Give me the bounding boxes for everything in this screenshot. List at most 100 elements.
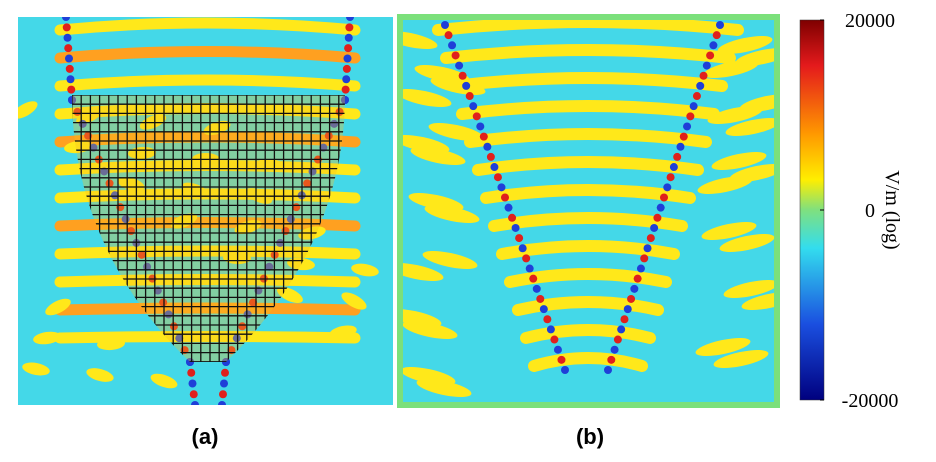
field-blob	[400, 135, 450, 153]
field-node	[522, 254, 531, 263]
field-blob	[739, 94, 777, 112]
field-node	[220, 379, 228, 388]
field-band	[520, 324, 656, 344]
field-band	[54, 302, 361, 316]
field-node	[476, 122, 485, 131]
field-blob	[729, 164, 777, 182]
field-node	[218, 401, 226, 405]
field-node	[525, 264, 534, 273]
field-node	[553, 345, 562, 354]
field-node	[66, 75, 75, 84]
field-node	[175, 334, 184, 343]
field-blob	[351, 263, 379, 277]
field-node	[536, 294, 545, 303]
field-node	[508, 213, 517, 222]
field-node	[472, 112, 481, 121]
field-node	[232, 334, 241, 343]
field-node	[342, 64, 351, 73]
field-node	[613, 335, 622, 344]
field-node	[627, 294, 636, 303]
field-node	[188, 379, 197, 388]
field-band	[54, 74, 361, 92]
field-node	[660, 193, 668, 202]
field-node	[159, 298, 168, 307]
field-blob	[181, 182, 209, 198]
field-node	[342, 75, 351, 84]
field-band	[528, 352, 648, 372]
field-band	[488, 212, 688, 232]
field-node	[515, 234, 524, 243]
field-node	[191, 401, 199, 405]
field-node	[550, 335, 559, 344]
field-node	[249, 298, 258, 307]
field-node	[669, 163, 678, 172]
field-node	[479, 132, 488, 141]
field-node	[656, 203, 665, 212]
field-blob	[97, 337, 125, 351]
field-node	[529, 274, 538, 283]
field-node	[100, 167, 109, 176]
field-blob	[717, 36, 773, 54]
field-node	[702, 61, 711, 70]
field-blob	[45, 298, 71, 316]
field-node	[265, 262, 274, 271]
field-node	[345, 23, 354, 32]
field-band	[54, 17, 361, 36]
field-node	[441, 21, 449, 29]
field-node	[497, 183, 506, 192]
field-plot-b	[400, 17, 777, 405]
field-band	[464, 128, 712, 148]
field-plot-a	[18, 17, 393, 405]
field-node	[539, 305, 548, 314]
field-blob	[400, 31, 438, 49]
field-node	[633, 274, 642, 283]
field-band	[440, 44, 736, 64]
field-node	[643, 244, 652, 253]
field-node	[604, 366, 612, 374]
field-node	[221, 368, 229, 377]
field-node	[557, 355, 566, 364]
field-blob	[22, 362, 50, 376]
field-blob	[400, 89, 452, 107]
field-blob	[428, 123, 484, 141]
field-node	[303, 179, 312, 188]
field-node	[683, 122, 692, 131]
field-band	[432, 17, 744, 36]
field-blob	[701, 222, 757, 240]
field-node	[706, 51, 715, 60]
field-node	[341, 85, 350, 94]
field-node	[666, 173, 675, 182]
field-node	[105, 179, 114, 188]
colorbar-label: V/m (log)	[881, 170, 903, 249]
field-node	[465, 92, 474, 101]
field-blob	[150, 373, 178, 389]
field-node	[617, 325, 626, 334]
field-node	[620, 315, 629, 324]
field-node	[238, 322, 247, 331]
panel-label: (b)	[576, 424, 604, 449]
field-node	[493, 173, 502, 182]
field-node	[110, 191, 119, 200]
field-node	[640, 254, 649, 263]
field-node	[455, 61, 464, 70]
field-node	[511, 223, 520, 232]
field-node	[324, 131, 333, 140]
field-node	[444, 31, 453, 40]
field-node	[504, 203, 513, 212]
field-node	[673, 152, 682, 161]
field-blob	[400, 367, 456, 385]
field-node	[561, 366, 569, 374]
field-blob	[725, 118, 777, 136]
field-band	[456, 100, 720, 120]
field-blob	[713, 350, 769, 368]
field-node	[308, 167, 317, 176]
field-node	[219, 390, 227, 399]
field-blob	[695, 338, 751, 356]
field-node	[62, 17, 70, 21]
field-node	[709, 41, 718, 50]
field-blob	[723, 280, 777, 298]
field-node	[623, 305, 632, 314]
field-node	[67, 85, 76, 94]
